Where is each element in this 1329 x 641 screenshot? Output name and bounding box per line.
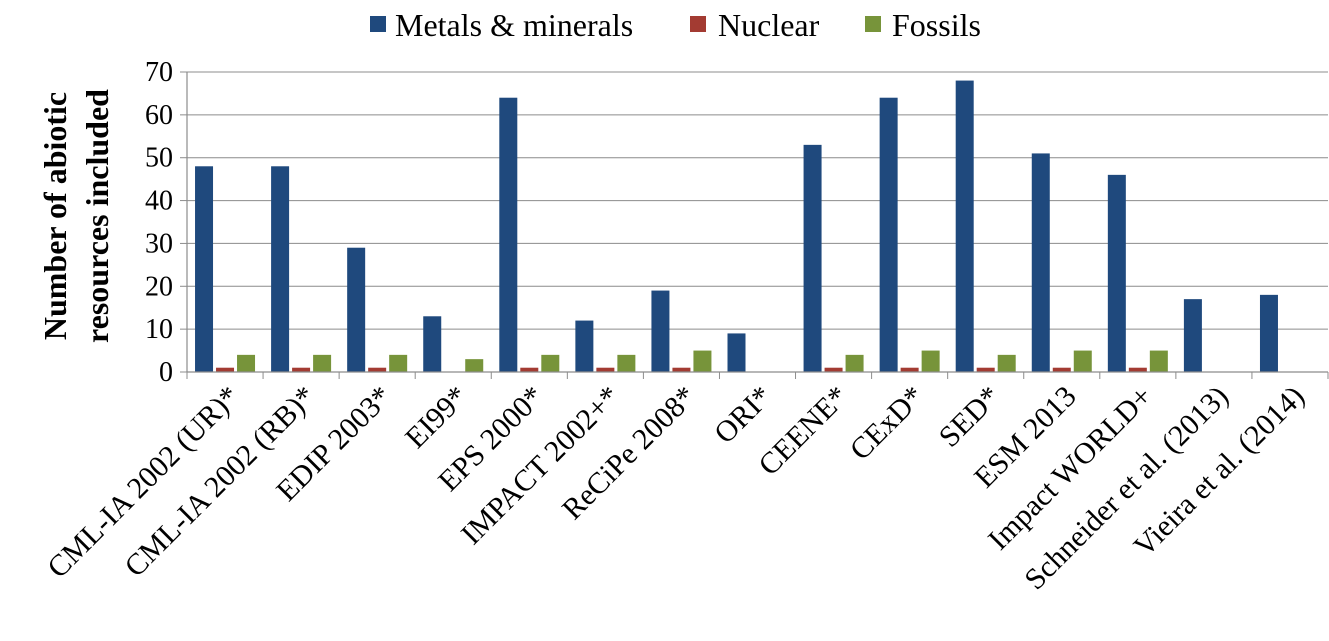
x-category-label: CExD*	[844, 380, 931, 467]
y-tick-label: 30	[145, 228, 173, 259]
bar-nuclear	[976, 367, 995, 372]
legend-label-nuclear: Nuclear	[718, 7, 820, 43]
bar-fossils	[617, 354, 636, 372]
bar-fossils	[313, 354, 332, 372]
legend-swatch-fossils	[865, 16, 881, 32]
axes	[186, 72, 1329, 379]
bar-nuclear	[824, 367, 843, 372]
bar-metals-minerals	[499, 97, 518, 372]
bar-metals-minerals	[1031, 153, 1050, 372]
bar-fossils	[845, 354, 864, 372]
y-axis-ticks: 0 10 20 30 40 50 60 70	[145, 57, 187, 388]
y-tick-label: 70	[145, 57, 173, 88]
legend-swatch-metals-minerals	[370, 16, 386, 32]
bar-metals-minerals	[1107, 174, 1126, 372]
bar-metals-minerals	[195, 166, 214, 372]
y-axis-title-line: resources included	[79, 89, 115, 343]
bar-metals-minerals	[727, 333, 746, 372]
y-tick-label: 0	[159, 357, 173, 388]
x-category-label: ORI*	[708, 380, 778, 450]
x-category-label: ReCiPe 2008*	[556, 380, 702, 526]
bar-metals-minerals	[575, 320, 594, 372]
bar-fossils	[1149, 350, 1168, 372]
bar-metals-minerals	[955, 80, 974, 373]
bar-metals-minerals	[651, 290, 670, 372]
bar-nuclear	[672, 367, 691, 372]
y-axis-title: Number of abiotic resources included	[37, 89, 115, 343]
bar-fossils	[1073, 350, 1092, 372]
bar-metals-minerals	[271, 166, 290, 372]
bar-fossils	[693, 350, 712, 372]
bar-nuclear	[1128, 367, 1147, 372]
bar-nuclear	[292, 367, 311, 372]
bar-metals-minerals	[1259, 294, 1278, 372]
bar-fossils	[541, 354, 560, 372]
bar-nuclear	[900, 367, 919, 372]
bar-metals-minerals	[803, 144, 822, 372]
bars	[195, 80, 1278, 373]
y-axis-title-line: Number of abiotic	[37, 92, 73, 340]
bar-nuclear	[596, 367, 615, 372]
bar-fossils	[237, 354, 256, 372]
x-axis-labels: CML-IA 2002 (UR)*CML-IA 2002 (RB)*EDIP 2…	[41, 380, 1311, 597]
bar-metals-minerals	[879, 97, 898, 372]
bar-fossils	[465, 359, 484, 372]
y-tick-label: 10	[145, 314, 173, 345]
bar-metals-minerals	[1183, 299, 1202, 372]
y-tick-label: 60	[145, 100, 173, 131]
y-tick-label: 20	[145, 271, 173, 302]
y-tick-label: 50	[145, 143, 173, 174]
bar-fossils	[997, 354, 1016, 372]
legend: Metals & minerals Nuclear Fossils	[370, 7, 981, 43]
bar-metals-minerals	[423, 316, 442, 372]
bar-nuclear	[216, 367, 235, 372]
bar-nuclear	[1052, 367, 1071, 372]
bar-fossils	[921, 350, 940, 372]
bar-fossils	[389, 354, 408, 372]
bar-nuclear	[520, 367, 539, 372]
bar-nuclear	[368, 367, 387, 372]
y-tick-label: 40	[145, 186, 173, 217]
bar-metals-minerals	[347, 247, 366, 372]
gridlines	[187, 71, 1328, 330]
legend-label-fossils: Fossils	[892, 7, 981, 43]
legend-swatch-nuclear	[690, 16, 706, 32]
legend-label-metals-minerals: Metals & minerals	[395, 7, 633, 43]
